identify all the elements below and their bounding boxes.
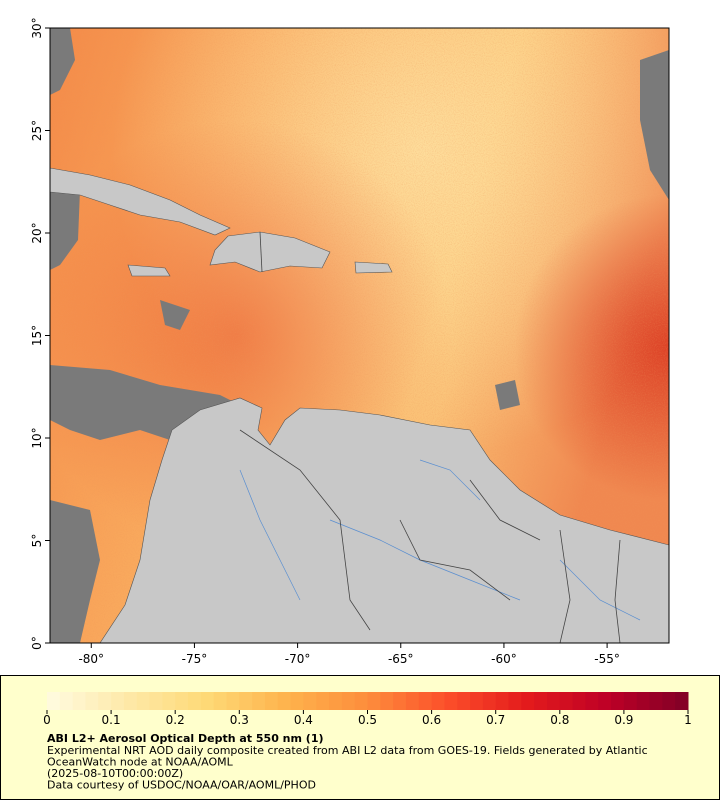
- colorbar-cell: [418, 692, 433, 710]
- colorbar-cell: [123, 692, 138, 710]
- colorbar-cell: [559, 692, 574, 710]
- y-tick-label: 25°: [30, 120, 44, 141]
- caption-line: Experimental NRT AOD daily composite cre…: [47, 744, 648, 757]
- y-tick-label: 15°: [30, 325, 44, 346]
- colorbar-cell: [316, 692, 330, 710]
- colorbar-tick-label: 0.6: [422, 713, 441, 727]
- colorbar-tick-label: 0.4: [294, 713, 313, 727]
- colorbar-cell: [675, 692, 689, 710]
- colorbar-cell: [431, 692, 445, 710]
- colorbar-cell: [585, 692, 599, 710]
- x-tick-label: -60°: [491, 652, 517, 666]
- colorbar-cell: [495, 692, 510, 710]
- colorbar-cell: [534, 692, 548, 710]
- colorbar-cell: [200, 692, 215, 710]
- colorbar-tick-label: 0: [43, 713, 51, 727]
- colorbar-cell: [290, 692, 304, 710]
- colorbar-cell: [649, 692, 663, 710]
- colorbar-cell: [521, 692, 535, 710]
- caption-line: Data courtesy of USDOC/NOAA/OAR/AOML/PHO…: [47, 779, 316, 792]
- colorbar-cell: [59, 692, 74, 710]
- colorbar-cell: [47, 692, 61, 710]
- x-tick-label: -65°: [388, 652, 414, 666]
- x-tick-label: -55°: [594, 652, 620, 666]
- colorbar-cell: [457, 692, 471, 710]
- colorbar-cell: [508, 692, 522, 710]
- colorbar-cell: [393, 692, 407, 710]
- x-tick-label: -70°: [285, 652, 311, 666]
- colorbar-cell: [85, 692, 99, 710]
- colorbar-cell: [329, 692, 343, 710]
- y-tick-label: 5°: [30, 534, 44, 548]
- y-tick-label: 20°: [30, 222, 44, 243]
- colorbar-cell: [239, 692, 253, 710]
- borders: [239, 231, 621, 643]
- colorbar-cell: [72, 692, 86, 710]
- colorbar-cell: [444, 692, 458, 710]
- land: [50, 167, 669, 643]
- colorbar-cell: [611, 692, 625, 710]
- colorbar-cell: [598, 692, 612, 710]
- colorbar-tick-label: 0.9: [614, 713, 633, 727]
- caption-line: OceanWatch node at NOAA/AOML: [47, 756, 234, 769]
- colorbar-tick-label: 0.2: [166, 713, 185, 727]
- colorbar-cell: [572, 692, 586, 710]
- colorbar-cell: [482, 692, 497, 710]
- y-tick-label: 0°: [30, 636, 44, 650]
- colorbar-tick-label: 0.7: [486, 713, 505, 727]
- colorbar-cell: [636, 692, 651, 710]
- colorbar-cell: [380, 692, 394, 710]
- x-tick-label: -75°: [182, 652, 208, 666]
- y-tick-label: 30°: [30, 17, 44, 38]
- colorbar-cell: [136, 692, 151, 710]
- colorbar-tick-label: 0.1: [102, 713, 121, 727]
- colorbar-tick-label: 1: [684, 713, 692, 727]
- colorbar-tick-label: 0.3: [230, 713, 249, 727]
- colorbar-cell: [162, 692, 176, 710]
- colorbar-tick-label: 0.8: [550, 713, 569, 727]
- colorbar-cell: [367, 692, 381, 710]
- colorbar-cell: [111, 692, 125, 710]
- colorbar-cell: [252, 692, 266, 710]
- colorbar-cell: [623, 692, 638, 710]
- caption-line: (2025-08-10T00:00:00Z): [47, 767, 183, 780]
- colorbar-cell: [98, 692, 112, 710]
- colorbar-tick-label: 0.5: [358, 713, 377, 727]
- x-tick-label: -80°: [78, 652, 104, 666]
- colorbar-cell: [213, 692, 227, 710]
- colorbar-cell: [149, 692, 163, 710]
- colorbar-cell: [226, 692, 240, 710]
- colorbar-cell: [264, 692, 279, 710]
- caption-title: ABI L2+ Aerosol Optical Depth at 550 nm …: [47, 732, 324, 745]
- caption: Experimental NRT AOD daily composite cre…: [47, 744, 648, 792]
- colorbar-cell: [303, 692, 317, 710]
- y-tick-label: 10°: [30, 427, 44, 448]
- colorbar-cell: [354, 692, 368, 710]
- colorbar-cell: [405, 692, 420, 710]
- colorbar-cell: [662, 692, 676, 710]
- map-field: [50, 28, 669, 643]
- colorbar-cell: [188, 692, 202, 710]
- colorbar-cell: [341, 692, 356, 710]
- colorbar-cell: [175, 692, 189, 710]
- colorbar-cell: [277, 692, 292, 710]
- colorbar-cell: [546, 692, 561, 710]
- colorbar-cell: [470, 692, 484, 710]
